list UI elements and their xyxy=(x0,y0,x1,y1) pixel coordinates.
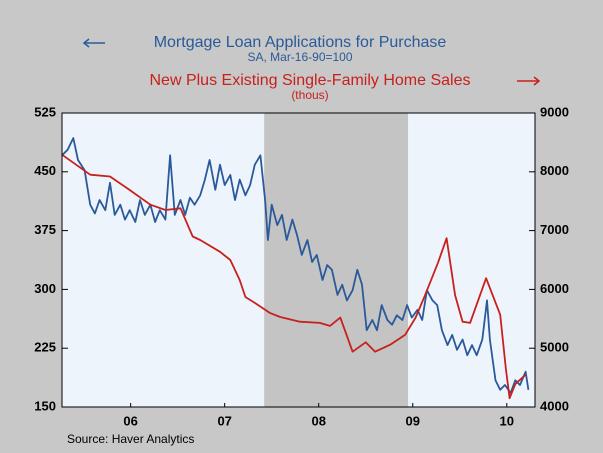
chart-subtitle-2: (thous) xyxy=(291,88,328,102)
y2-tick-label: 7000 xyxy=(540,222,569,237)
y-tick-label: 300 xyxy=(34,281,56,296)
chart-title: Mortgage Loan Applications for Purchase xyxy=(154,34,447,51)
source: Source: Haver Analytics xyxy=(67,432,194,446)
y2-tick-label: 8000 xyxy=(540,163,569,178)
x-tick-label: 06 xyxy=(123,413,137,428)
y-tick-label: 150 xyxy=(34,398,56,413)
plot-frame xyxy=(61,112,536,408)
x-tick-label: 09 xyxy=(406,413,420,428)
y2-tick-label: 9000 xyxy=(540,104,569,119)
right-arrow xyxy=(517,76,541,86)
left-arrow xyxy=(82,38,105,48)
y-tick-label: 375 xyxy=(34,222,56,237)
x-tick-label: 08 xyxy=(311,413,325,428)
series-line xyxy=(61,153,527,400)
x-tick-label: 07 xyxy=(217,413,231,428)
chart-title-2: New Plus Existing Single-Family Home Sal… xyxy=(150,72,471,89)
series-line xyxy=(61,137,530,394)
chart-subtitle: SA, Mar-16-90=100 xyxy=(247,50,352,64)
y-tick-label: 225 xyxy=(34,340,56,355)
y-tick-label: 450 xyxy=(34,163,56,178)
y2-tick-label: 4000 xyxy=(540,398,569,413)
y2-tick-label: 6000 xyxy=(540,281,569,296)
x-tick-label: 10 xyxy=(500,413,514,428)
y-tick-label: 525 xyxy=(34,104,56,119)
recession-shade xyxy=(264,113,409,407)
y2-tick-label: 5000 xyxy=(540,340,569,355)
